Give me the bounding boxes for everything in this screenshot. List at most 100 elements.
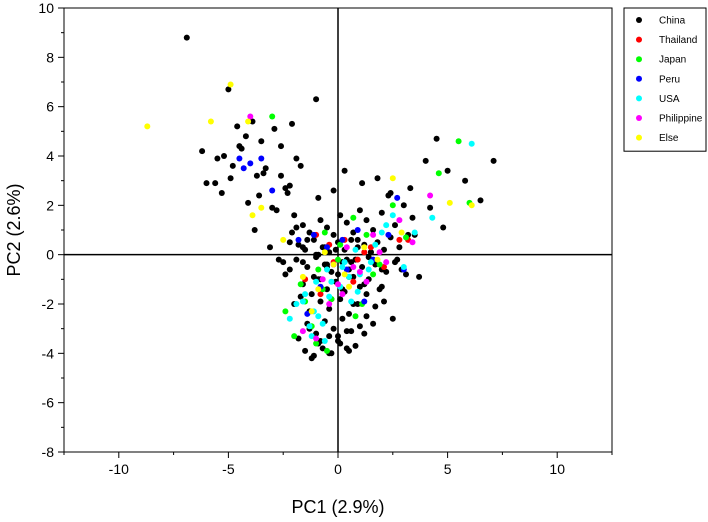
- point-philippine: [313, 335, 320, 342]
- point-china: [315, 194, 322, 201]
- point-china: [330, 325, 337, 332]
- point-china: [225, 86, 232, 93]
- point-china: [310, 236, 317, 243]
- point-thailand: [361, 249, 368, 256]
- point-china: [306, 229, 313, 236]
- point-china: [260, 170, 267, 177]
- point-china: [282, 271, 289, 278]
- point-china: [313, 330, 320, 337]
- point-china: [337, 340, 344, 347]
- point-china: [348, 236, 355, 243]
- x-tick-label: -5: [222, 461, 235, 477]
- point-china: [251, 227, 258, 233]
- point-china: [416, 273, 423, 280]
- point-china: [299, 244, 306, 251]
- point-china: [199, 148, 206, 155]
- point-china: [354, 236, 361, 243]
- point-usa: [346, 273, 352, 280]
- point-china: [313, 96, 320, 103]
- point-china: [352, 342, 359, 349]
- point-china: [289, 229, 295, 236]
- point-usa: [308, 333, 315, 340]
- point-china: [278, 172, 284, 179]
- point-japan: [315, 266, 322, 273]
- point-usa: [400, 264, 407, 270]
- point-china: [444, 167, 451, 174]
- point-philippine: [335, 281, 341, 288]
- legend-marker-philippine: [636, 115, 642, 121]
- y-tick-label: 10: [38, 0, 54, 16]
- point-china: [356, 207, 363, 214]
- point-china: [367, 249, 374, 256]
- point-china: [356, 283, 363, 290]
- legend-label-japan: Japan: [659, 55, 686, 66]
- point-peru: [361, 298, 368, 305]
- point-china: [378, 209, 385, 216]
- y-tick-label: -8: [42, 444, 55, 460]
- point-china: [359, 180, 366, 187]
- point-thailand: [367, 244, 374, 251]
- point-china: [275, 256, 282, 263]
- point-china: [332, 246, 339, 253]
- point-china: [218, 190, 225, 196]
- x-tick-label: -10: [109, 461, 129, 477]
- point-china: [304, 236, 311, 243]
- point-usa: [313, 278, 320, 285]
- point-china: [278, 143, 284, 150]
- point-usa: [411, 229, 418, 236]
- point-philippine: [343, 244, 350, 251]
- point-china: [203, 180, 210, 187]
- point-peru: [324, 244, 330, 251]
- point-peru: [394, 194, 401, 201]
- point-china: [258, 138, 265, 145]
- point-china: [350, 273, 357, 280]
- point-china: [363, 291, 370, 298]
- point-china: [387, 190, 394, 196]
- point-japan: [376, 261, 383, 268]
- point-china: [392, 222, 398, 229]
- point-china: [313, 251, 320, 258]
- point-usa: [378, 229, 385, 236]
- point-philippine: [396, 217, 403, 224]
- point-china: [317, 338, 324, 344]
- point-usa: [341, 259, 348, 266]
- point-japan: [403, 234, 409, 241]
- reference-lines: [64, 8, 612, 452]
- point-thailand: [396, 236, 403, 243]
- point-china: [335, 271, 341, 278]
- legend-label-thailand: Thailand: [659, 35, 697, 46]
- point-peru: [236, 155, 243, 162]
- y-axis: -8 -6 -4 -2 0 2 4 6 8 10: [38, 0, 64, 460]
- point-china: [374, 175, 381, 182]
- point-china: [339, 315, 346, 322]
- point-usa: [321, 338, 328, 344]
- legend-label-philippine: Philippine: [659, 114, 703, 125]
- point-else: [280, 236, 287, 243]
- point-china: [363, 217, 370, 224]
- legend-marker-usa: [636, 95, 642, 102]
- point-usa: [306, 323, 313, 330]
- point-japan: [370, 271, 377, 278]
- point-china: [286, 239, 293, 246]
- point-china: [282, 185, 289, 192]
- point-peru: [269, 187, 276, 194]
- point-peru: [240, 165, 247, 172]
- point-japan: [282, 308, 289, 315]
- point-china: [365, 254, 372, 261]
- point-japan: [435, 170, 442, 177]
- point-china: [212, 180, 219, 187]
- point-china: [383, 268, 390, 275]
- point-china: [348, 328, 355, 335]
- point-japan: [363, 231, 370, 238]
- point-china: [242, 133, 249, 140]
- point-china: [372, 261, 379, 268]
- point-china: [293, 256, 300, 263]
- point-philippine: [350, 264, 357, 270]
- point-china: [433, 135, 440, 142]
- y-tick-label: -2: [42, 296, 55, 312]
- point-china: [370, 227, 377, 233]
- point-usa: [299, 298, 306, 305]
- point-peru: [343, 266, 350, 273]
- legend-label-usa: USA: [659, 94, 680, 105]
- point-usa: [324, 266, 330, 273]
